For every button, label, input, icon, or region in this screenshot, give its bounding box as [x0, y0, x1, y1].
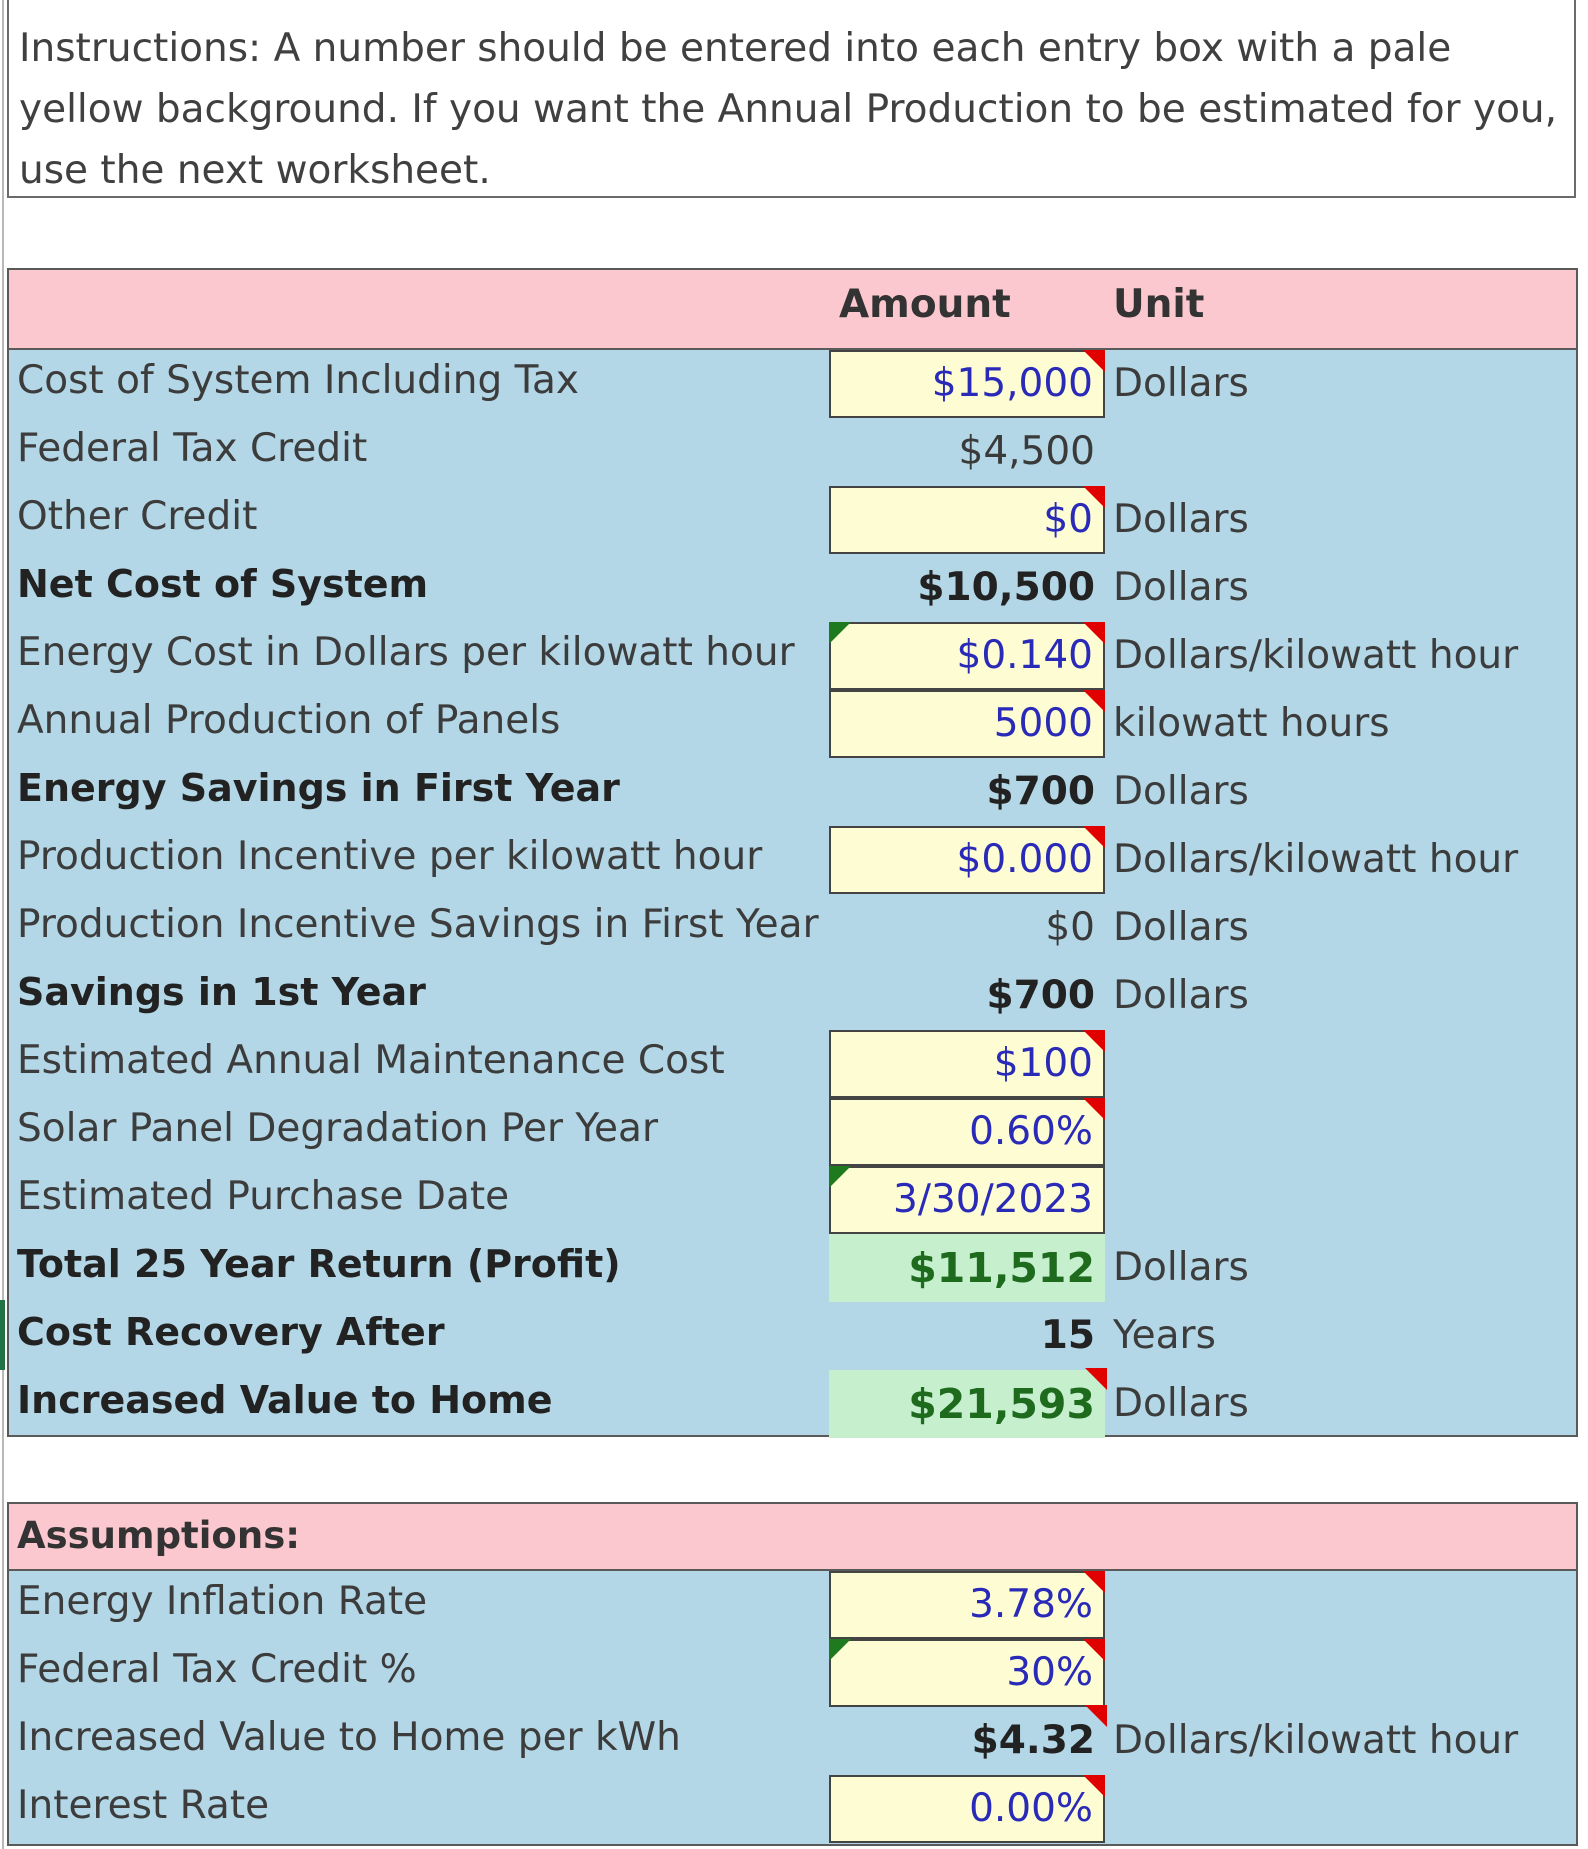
row-cost-recovery: Cost Recovery After 15 Years — [9, 1302, 1576, 1370]
row-federal-tax-credit: Federal Tax Credit $4,500 — [9, 418, 1576, 486]
row-unit: Dollars — [1113, 497, 1249, 542]
energy-cost-input[interactable]: $0.140 — [829, 622, 1105, 690]
degradation-input[interactable]: 0.60% — [829, 1098, 1105, 1166]
assumptions-table: Assumptions: Energy Inflation Rate 3.78%… — [7, 1502, 1578, 1846]
value-per-kwh-value[interactable]: $4.32 — [829, 1705, 1107, 1775]
comment-indicator-icon[interactable] — [1083, 1639, 1105, 1661]
row-interest-rate: Interest Rate 0.00% — [9, 1775, 1576, 1843]
production-incentive-input[interactable]: $0.000 — [829, 826, 1105, 894]
row-label: Energy Inflation Rate — [17, 1579, 428, 1624]
row-energy-savings: Energy Savings in First Year $700 Dollar… — [9, 758, 1576, 826]
assumptions-title: Assumptions: — [17, 1514, 301, 1557]
federal-tax-credit-pct-input[interactable]: 30% — [829, 1639, 1105, 1707]
row-increased-value: Increased Value to Home $21,593 Dollars — [9, 1368, 1576, 1438]
amount-header: Amount — [839, 282, 1011, 327]
row-federal-tax-credit-pct: Federal Tax Credit % 30% — [9, 1639, 1576, 1707]
row-purchase-date: Estimated Purchase Date 3/30/2023 — [9, 1166, 1576, 1234]
comment-indicator-icon[interactable] — [1083, 1775, 1105, 1797]
row-label: Production Incentive per kilowatt hour — [17, 834, 763, 879]
row-unit: Dollars — [1113, 361, 1249, 406]
comment-indicator-icon[interactable] — [1085, 1368, 1107, 1390]
row-label: Interest Rate — [17, 1783, 270, 1828]
error-indicator-icon[interactable] — [829, 622, 851, 644]
row-label: Federal Tax Credit % — [17, 1647, 417, 1692]
row-net-cost: Net Cost of System $10,500 Dollars — [9, 554, 1576, 622]
row-cost-of-system: Cost of System Including Tax $15,000 Dol… — [9, 350, 1576, 418]
row-savings-first-year: Savings in 1st Year $700 Dollars — [9, 962, 1576, 1030]
incentive-savings-value[interactable]: $0 — [1045, 905, 1095, 950]
comment-indicator-icon[interactable] — [1083, 350, 1105, 372]
cost-recovery-value[interactable]: 15 — [1040, 1313, 1095, 1358]
row-value-per-kwh: Increased Value to Home per kWh $4.32 Do… — [9, 1705, 1576, 1775]
row-unit: Dollars — [1113, 1381, 1249, 1426]
savings-first-year-value[interactable]: $700 — [986, 973, 1095, 1018]
row-energy-inflation: Energy Inflation Rate 3.78% — [9, 1571, 1576, 1639]
row-incentive-savings: Production Incentive Savings in First Ye… — [9, 894, 1576, 962]
row-label: Energy Savings in First Year — [17, 766, 620, 810]
row-unit: Dollars — [1113, 905, 1249, 950]
row-maintenance-cost: Estimated Annual Maintenance Cost $100 — [9, 1030, 1576, 1098]
comment-indicator-icon[interactable] — [1083, 622, 1105, 644]
other-credit-input[interactable]: $0 — [829, 486, 1105, 554]
row-label: Total 25 Year Return (Profit) — [17, 1242, 621, 1286]
gridline-left — [2, 0, 4, 1849]
row-annual-production: Annual Production of Panels 5000 kilowat… — [9, 690, 1576, 758]
row-unit: Dollars — [1113, 1245, 1249, 1290]
instructions-box: Instructions: A number should be entered… — [7, 0, 1576, 198]
increased-value-value[interactable]: $21,593 — [829, 1368, 1107, 1438]
error-indicator-icon[interactable] — [829, 1166, 851, 1188]
total-return-value[interactable]: $11,512 — [829, 1234, 1105, 1302]
row-label: Estimated Purchase Date — [17, 1174, 510, 1219]
row-unit: Dollars — [1113, 565, 1249, 610]
row-label: Federal Tax Credit — [17, 426, 368, 471]
row-label: Annual Production of Panels — [17, 698, 561, 743]
row-degradation: Solar Panel Degradation Per Year 0.60% — [9, 1098, 1576, 1166]
comment-indicator-icon[interactable] — [1083, 1571, 1105, 1593]
row-label: Increased Value to Home — [17, 1378, 553, 1422]
maintenance-cost-input[interactable]: $100 — [829, 1030, 1105, 1098]
row-unit: Dollars — [1113, 973, 1249, 1018]
row-total-return: Total 25 Year Return (Profit) $11,512 Do… — [9, 1234, 1576, 1302]
row-label: Savings in 1st Year — [17, 970, 426, 1014]
comment-indicator-icon[interactable] — [1083, 690, 1105, 712]
row-label: Cost of System Including Tax — [17, 358, 579, 403]
interest-rate-input[interactable]: 0.00% — [829, 1775, 1105, 1843]
comment-indicator-icon[interactable] — [1083, 486, 1105, 508]
error-indicator-icon[interactable] — [829, 1639, 851, 1661]
comment-indicator-icon[interactable] — [1085, 1705, 1107, 1727]
annual-production-input[interactable]: 5000 — [829, 690, 1105, 758]
row-label: Increased Value to Home per kWh — [17, 1715, 681, 1760]
row-unit: Dollars/kilowatt hour — [1113, 837, 1519, 882]
row-unit: Years — [1113, 1313, 1216, 1358]
assumptions-header: Assumptions: — [9, 1504, 1576, 1571]
comment-indicator-icon[interactable] — [1083, 826, 1105, 848]
table-header: Amount Unit — [9, 270, 1576, 350]
row-other-credit: Other Credit $0 Dollars — [9, 486, 1576, 554]
row-label: Energy Cost in Dollars per kilowatt hour — [17, 630, 795, 675]
row-unit: Dollars/kilowatt hour — [1113, 1718, 1519, 1763]
row-unit: Dollars — [1113, 769, 1249, 814]
row-label: Estimated Annual Maintenance Cost — [17, 1038, 725, 1083]
cost-of-system-input[interactable]: $15,000 — [829, 350, 1105, 418]
row-label: Production Incentive Savings in First Ye… — [17, 902, 819, 947]
row-unit: Dollars/kilowatt hour — [1113, 633, 1519, 678]
unit-header: Unit — [1113, 282, 1205, 327]
energy-inflation-input[interactable]: 3.78% — [829, 1571, 1105, 1639]
energy-savings-value[interactable]: $700 — [986, 769, 1095, 814]
row-label: Cost Recovery After — [17, 1310, 445, 1354]
comment-indicator-icon[interactable] — [1083, 1030, 1105, 1052]
row-unit: kilowatt hours — [1113, 701, 1390, 746]
row-selection-marker — [0, 1300, 5, 1370]
federal-tax-credit-value[interactable]: $4,500 — [958, 429, 1095, 474]
purchase-date-input[interactable]: 3/30/2023 — [829, 1166, 1105, 1234]
main-table: Amount Unit Cost of System Including Tax… — [7, 268, 1578, 1438]
row-label: Other Credit — [17, 494, 258, 539]
row-production-incentive: Production Incentive per kilowatt hour $… — [9, 826, 1576, 894]
row-energy-cost: Energy Cost in Dollars per kilowatt hour… — [9, 622, 1576, 690]
row-label: Solar Panel Degradation Per Year — [17, 1106, 658, 1151]
comment-indicator-icon[interactable] — [1083, 1098, 1105, 1120]
row-label: Net Cost of System — [17, 562, 429, 606]
net-cost-value[interactable]: $10,500 — [917, 565, 1095, 610]
